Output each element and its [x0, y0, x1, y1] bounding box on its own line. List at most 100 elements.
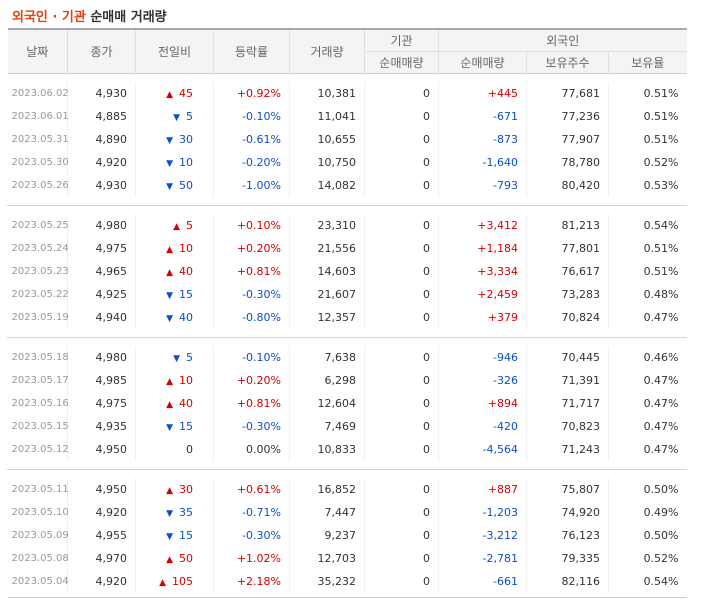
cell-close: 4,920: [67, 570, 136, 593]
cell-volume: 10,833: [289, 438, 365, 461]
cell-volume: 12,357: [289, 306, 365, 329]
cell-foreign-ratio: 0.52%: [607, 151, 687, 174]
change-value: 10: [179, 242, 193, 255]
cell-close: 4,885: [67, 105, 136, 128]
cell-foreign-net: +3,412: [438, 214, 527, 237]
cell-volume: 10,381: [289, 82, 365, 105]
cell-date: 2023.05.19: [11, 312, 69, 323]
cell-change: ▼ 15: [135, 524, 214, 547]
cell-change: ▼ 35: [135, 501, 214, 524]
cell-date: 2023.05.25: [11, 220, 69, 231]
cell-foreign-hold: 77,236: [526, 105, 609, 128]
change-value: 10: [179, 374, 193, 387]
cell-foreign-net: +894: [438, 392, 527, 415]
cell-rate: -0.61%: [213, 128, 290, 151]
up-triangle-icon: ▲: [166, 245, 173, 255]
change-value: 40: [179, 397, 193, 410]
change-value: 40: [179, 311, 193, 324]
cell-inst-net: 0: [364, 415, 439, 438]
cell-change: ▼ 5: [135, 346, 214, 369]
cell-foreign-ratio: 0.47%: [607, 392, 687, 415]
cell-close: 4,965: [67, 260, 136, 283]
cell-foreign-net: +887: [438, 478, 527, 501]
cell-inst-net: 0: [364, 105, 439, 128]
cell-date: 2023.05.24: [11, 243, 69, 254]
cell-foreign-net: -1,640: [438, 151, 527, 174]
cell-change: ▼ 10: [135, 151, 214, 174]
cell-foreign-ratio: 0.46%: [607, 346, 687, 369]
header-change: 전일비: [135, 29, 214, 74]
cell-date: 2023.05.12: [11, 444, 69, 455]
change-value: 0: [186, 443, 193, 456]
table-row: 2023.05.16 4,975 ▲ 40 +0.81% 12,604 0 +894 71,71…: [8, 392, 687, 415]
up-triangle-icon: ▲: [173, 222, 180, 232]
cell-close: 4,925: [67, 283, 136, 306]
cell-change: ▲ 50: [135, 547, 214, 570]
cell-foreign-hold: 71,243: [526, 438, 609, 461]
cell-rate: +0.81%: [213, 392, 290, 415]
cell-date: 2023.05.09: [11, 530, 69, 541]
change-value: 10: [179, 156, 193, 169]
cell-date: 2023.05.17: [11, 375, 69, 386]
cell-foreign-ratio: 0.49%: [607, 501, 687, 524]
cell-inst-net: 0: [364, 237, 439, 260]
cell-change: ▲ 45: [135, 82, 214, 105]
change-value: 45: [179, 87, 193, 100]
cell-date: 2023.05.30: [11, 157, 69, 168]
cell-foreign-ratio: 0.47%: [607, 438, 687, 461]
table-bottom-border: [7, 593, 687, 598]
cell-close: 4,940: [67, 306, 136, 329]
cell-rate: +0.20%: [213, 237, 290, 260]
cell-date: 2023.06.01: [11, 111, 69, 122]
cell-rate: +0.81%: [213, 260, 290, 283]
cell-foreign-ratio: 0.51%: [607, 128, 687, 151]
cell-date: 2023.05.18: [11, 352, 69, 363]
cell-inst-net: 0: [364, 501, 439, 524]
down-triangle-icon: ▼: [166, 291, 173, 301]
cell-foreign-hold: 70,824: [526, 306, 609, 329]
cell-rate: -0.30%: [213, 524, 290, 547]
change-value: 35: [179, 506, 193, 519]
cell-foreign-hold: 82,116: [526, 570, 609, 593]
cell-date: 2023.05.15: [11, 421, 69, 432]
cell-foreign-hold: 75,807: [526, 478, 609, 501]
cell-foreign-net: +1,184: [438, 237, 527, 260]
cell-foreign-net: -671: [438, 105, 527, 128]
title-rest: 순매매 거래량: [90, 10, 167, 25]
group-separator: [6, 205, 687, 206]
cell-inst-net: 0: [364, 547, 439, 570]
cell-foreign-hold: 73,283: [526, 283, 609, 306]
row-gap: [8, 206, 687, 214]
cell-rate: -0.30%: [213, 283, 290, 306]
change-value: 40: [179, 265, 193, 278]
down-triangle-icon: ▼: [166, 182, 173, 192]
cell-foreign-net: -2,781: [438, 547, 527, 570]
cell-close: 4,985: [67, 369, 136, 392]
cell-rate: +2.18%: [213, 570, 290, 593]
table-row: 2023.06.02 4,930 ▲ 45 +0.92% 10,381 0 +445 77,68…: [8, 82, 687, 105]
cell-foreign-net: -661: [438, 570, 527, 593]
cell-change: ▲ 30: [135, 478, 214, 501]
cell-volume: 23,310: [289, 214, 365, 237]
down-triangle-icon: ▼: [166, 159, 173, 169]
cell-inst-net: 0: [364, 260, 439, 283]
cell-foreign-hold: 78,780: [526, 151, 609, 174]
cell-volume: 35,232: [289, 570, 365, 593]
cell-rate: +0.10%: [213, 214, 290, 237]
change-value: 30: [179, 133, 193, 146]
cell-close: 4,970: [67, 547, 136, 570]
title-highlight: 외국인 · 기관: [12, 10, 86, 25]
cell-inst-net: 0: [364, 369, 439, 392]
up-triangle-icon: ▲: [166, 400, 173, 410]
cell-change: ▲ 40: [135, 392, 214, 415]
down-triangle-icon: ▼: [173, 354, 180, 364]
cell-volume: 14,603: [289, 260, 365, 283]
cell-rate: -0.80%: [213, 306, 290, 329]
cell-foreign-net: -1,203: [438, 501, 527, 524]
cell-date: 2023.05.08: [11, 553, 69, 564]
group-separator: [6, 337, 687, 338]
cell-rate: -0.20%: [213, 151, 290, 174]
cell-foreign-hold: 77,801: [526, 237, 609, 260]
cell-inst-net: 0: [364, 174, 439, 197]
